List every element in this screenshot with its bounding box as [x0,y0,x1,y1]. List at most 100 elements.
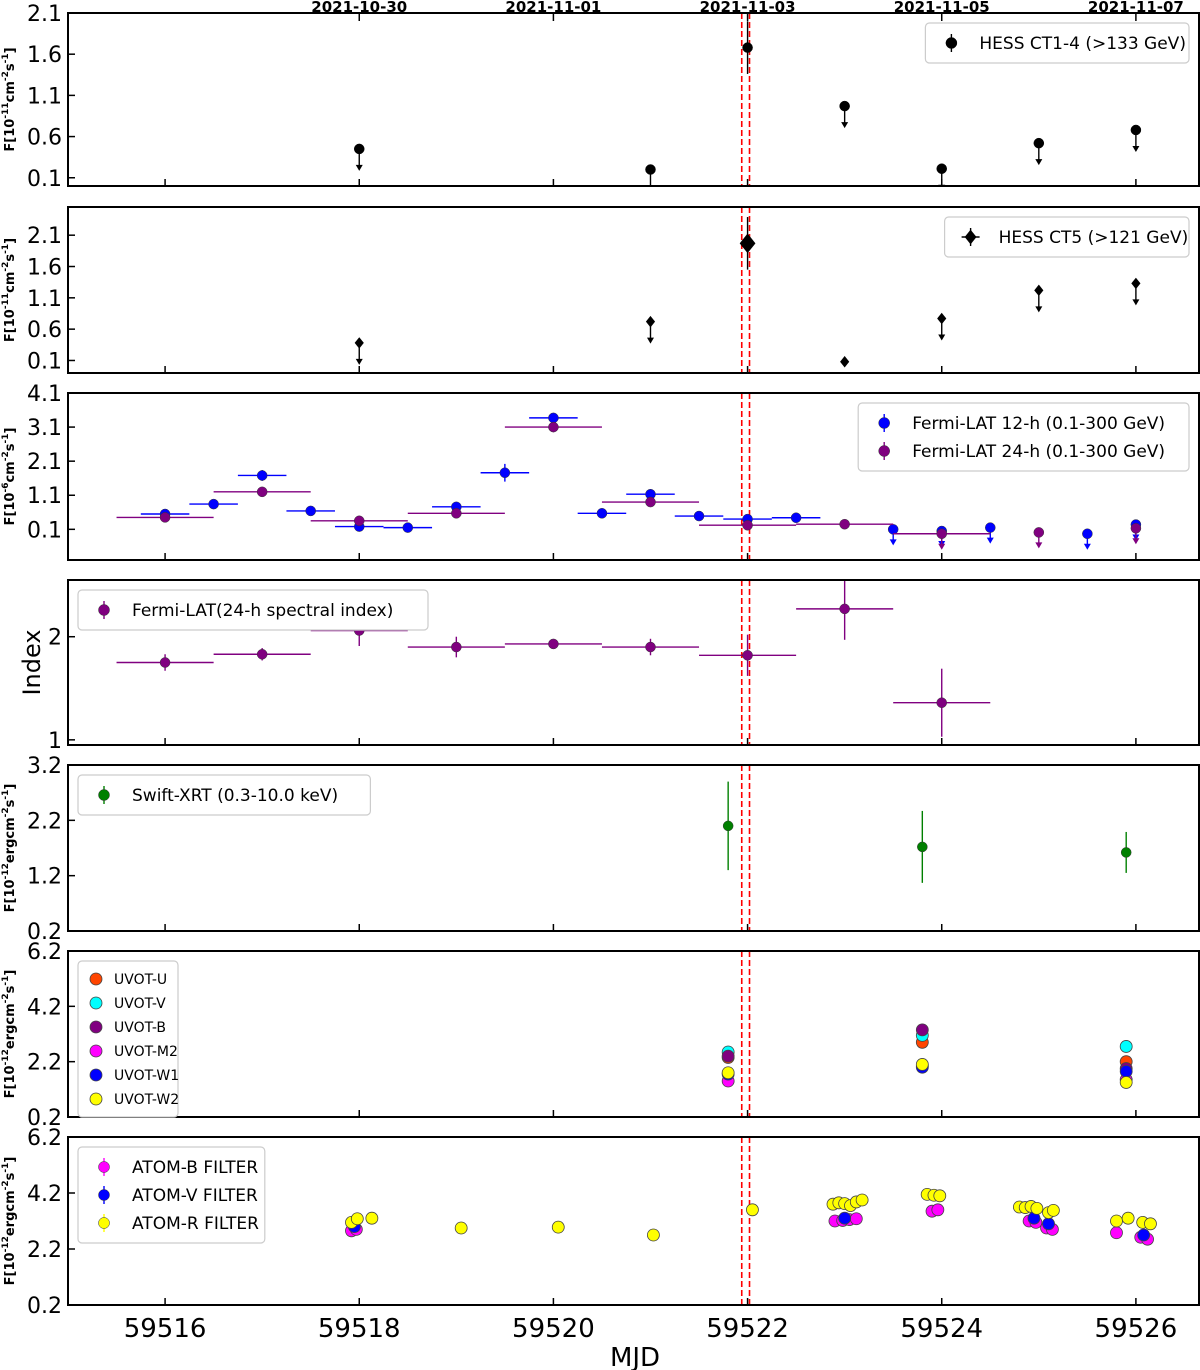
y-axis-label-part: ] [3,970,18,976]
y-axis-label: Index [18,629,46,695]
series-fermi-lat-24-h-0-1-300-gev- [116,421,1142,550]
y-axis-label: F[10-12ergcm-2s-1] [1,970,18,1099]
data-marker [722,820,734,832]
y-axis-label-part: ] [3,428,18,434]
data-marker [1110,1226,1123,1240]
y-tick-label: 6.2 [27,1126,62,1151]
data-marker [256,486,268,498]
y-axis-label-part: ergcm [3,817,18,863]
data-marker [402,522,414,533]
series-swift-xrt-0-3-10-0-kev- [722,781,1132,883]
data-marker [451,508,462,519]
data-point [931,1203,945,1217]
x-tick-label: 59522 [706,1314,789,1344]
legend-marker [89,1092,103,1106]
y-axis-label-part: -1 [1,1163,11,1173]
x-tick-label: 59516 [124,1314,207,1344]
legend-marker [89,996,103,1010]
y-ticks: 21 [48,626,75,754]
data-marker [305,505,316,517]
data-marker [1033,527,1045,538]
upper-limit-head [646,337,654,344]
y-axis-label-part: -1 [1,434,11,444]
data-point [1110,1214,1123,1228]
y-axis-label-part: ] [3,238,18,244]
data-point [1119,1076,1133,1089]
data-marker [1120,847,1132,858]
y-tick-label: 0.2 [27,1106,62,1131]
legend-label: Fermi-LAT 24-h (0.1-300 GeV) [912,442,1165,462]
flare-marker-lines [740,207,751,373]
legend-label: HESS CT1-4 (>133 GeV) [979,34,1186,54]
data-point [365,1211,379,1225]
top-date-label: 2021-11-01 [505,0,601,16]
data-marker [1130,523,1142,534]
x-axis-label: MJD [610,1343,660,1370]
legend-label: Fermi-LAT 12-h (0.1-300 GeV) [912,414,1165,434]
x-tick-label: 59518 [318,1314,401,1344]
data-point [350,1212,364,1226]
legend-entry: UVOT-U [89,972,167,988]
data-point [893,668,991,737]
y-tick-label: 0.1 [27,349,62,374]
y-axis-label-part: -2 [1,451,11,461]
data-marker [839,603,850,615]
data-marker [1137,1228,1151,1242]
y-axis-label-part: s [3,443,18,451]
legend-entry: ATOM-V FILTER [98,1186,258,1206]
y-axis-label: F[10-11cm-2s-1] [1,47,18,151]
data-marker [1042,1217,1055,1231]
data-point [917,810,928,883]
y-axis-label-part: -1 [1,790,11,800]
data-point [407,508,505,519]
y-axis-label-part: -2 [1,807,11,817]
data-marker [551,1220,565,1234]
y-axis-label-part: -11 [1,293,11,309]
y-tick-label: 3.1 [27,416,62,441]
y-axis-label-part: s [3,1172,18,1180]
y-axis-label-part: ] [3,47,18,53]
y-axis-label: F[10-12ergcm-2s-1] [1,1157,18,1286]
data-marker [917,841,928,853]
upper-limit-head [1132,299,1140,306]
y-axis-label-part: F[10 [3,309,18,342]
data-point [647,1228,660,1242]
data-marks [721,1023,1133,1089]
data-marker [936,528,947,540]
data-marker [1131,277,1141,290]
flare-marker-lines [740,951,751,1117]
legend-label: HESS CT5 (>121 GeV) [999,228,1189,248]
data-marker [159,657,171,668]
y-ticks: 2.1 1.6 1.1 0.6 0.1 [27,224,75,374]
legend-entry: UVOT-B [89,1020,166,1036]
data-point [354,337,364,365]
data-point [839,100,850,129]
y-axis-label-part: cm [3,461,18,482]
data-marker [721,1049,735,1063]
y-axis-label-part: ] [3,784,18,790]
upper-limit-head [938,334,946,341]
y-tick-label: 2.1 [27,2,62,27]
panel-hess-ct5: 2.1 1.6 1.1 0.6 0.1 F[10-11cm-2s-1] HESS CT5 (… [1,206,1200,374]
data-marker [838,1211,852,1225]
y-axis-label-part: s [3,254,18,262]
data-point [1119,1064,1133,1078]
data-marker [208,498,219,510]
y-axis-label: F[10-6cm-2s-1] [1,428,18,526]
data-marker [840,355,850,368]
y-tick-label: 6.2 [27,940,62,965]
legend: ATOM-B FILTER ATOM-V FILTER ATOM-R FILTER [77,1146,266,1244]
data-point [454,1221,468,1235]
data-marker [499,467,511,479]
data-marker [721,1066,735,1080]
y-tick-label: 2.2 [27,1051,62,1076]
data-marker [985,522,996,533]
data-point [674,510,724,522]
data-marker [645,641,656,653]
x-tick-label: 59524 [900,1314,983,1344]
data-point [721,1049,735,1063]
data-marker [454,1221,468,1235]
x-ticks [164,1298,1137,1305]
